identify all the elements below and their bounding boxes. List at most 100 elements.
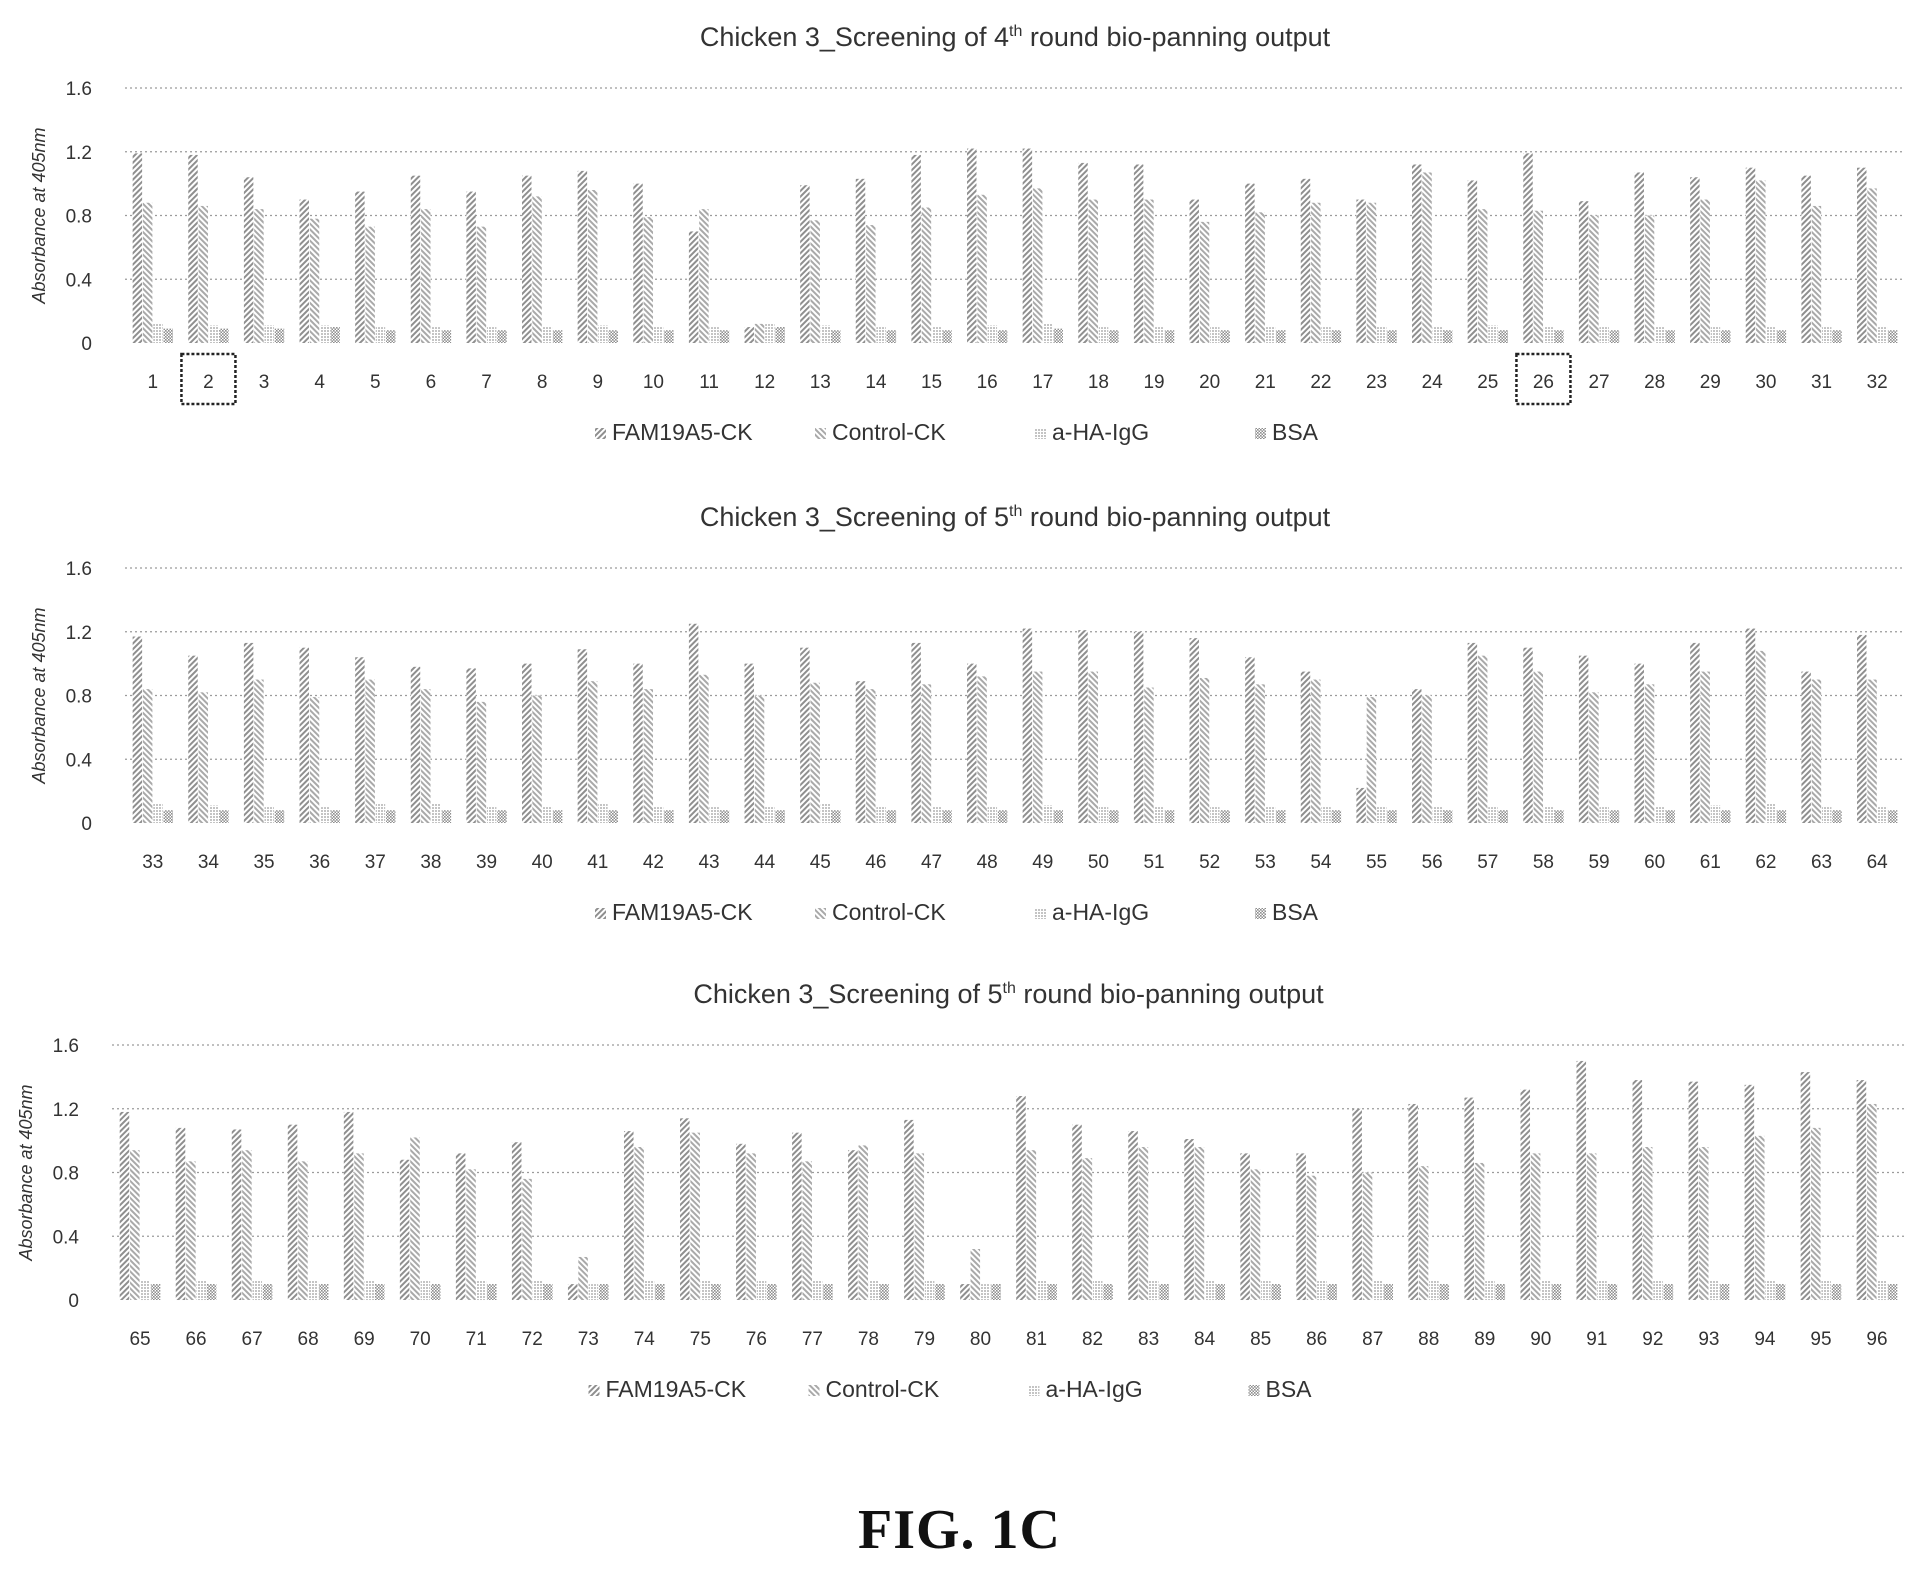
x-tick-label: 69: [354, 1329, 375, 1350]
bar-a-ha-igg-20: [1210, 327, 1220, 343]
bar-control-ck-78: [858, 1145, 869, 1300]
bar-control-ck-77: [802, 1161, 812, 1300]
x-tick-label: 26: [1533, 372, 1554, 393]
x-tick-label: 4: [314, 372, 325, 393]
bar-fam19a5-ck-5: [355, 191, 365, 343]
bar-fam19a5-ck-38: [410, 666, 421, 823]
bar-bsa-8: [552, 330, 563, 343]
bar-a-ha-igg-12: [765, 323, 775, 344]
y-axis-label: Absorbance at 405nm: [29, 607, 49, 784]
y-tick-label: 0.4: [66, 750, 93, 771]
x-tick-label: 44: [754, 852, 776, 873]
bar-bsa-17: [1053, 328, 1063, 343]
bar-fam19a5-ck-59: [1578, 655, 1589, 823]
x-tick-label: 74: [634, 1329, 656, 1350]
bar-control-ck-41: [587, 681, 598, 823]
bar-control-ck-30: [1756, 180, 1766, 343]
bar-fam19a5-ck-10: [633, 183, 643, 344]
bar-a-ha-igg-76: [756, 1280, 767, 1301]
y-tick-label: 1.2: [66, 143, 92, 164]
bar-a-ha-igg-27: [1599, 327, 1609, 343]
bar-a-ha-igg-38: [431, 803, 441, 824]
bar-bsa-59: [1609, 810, 1620, 823]
bar-fam19a5-ck-3: [243, 177, 254, 343]
bar-bsa-86: [1327, 1284, 1337, 1300]
bar-a-ha-igg-25: [1488, 325, 1498, 343]
bar-fam19a5-ck-8: [522, 175, 532, 343]
bar-a-ha-igg-28: [1655, 327, 1665, 343]
bar-a-ha-igg-15: [931, 327, 942, 343]
bar-fam19a5-ck-37: [355, 657, 365, 823]
bar-bsa-49: [1053, 810, 1063, 823]
bar-fam19a5-ck-42: [633, 663, 643, 824]
bar-fam19a5-ck-13: [800, 185, 810, 343]
bar-bsa-76: [767, 1284, 777, 1300]
x-tick-label: 21: [1255, 372, 1276, 393]
bar-control-ck-64: [1867, 679, 1877, 823]
bar-a-ha-igg-19: [1154, 327, 1164, 343]
bar-control-ck-6: [421, 209, 431, 343]
x-tick-label: 29: [1700, 372, 1721, 393]
x-tick-label: 13: [810, 372, 831, 393]
bar-a-ha-igg-16: [987, 325, 998, 343]
bar-control-ck-60: [1644, 684, 1655, 823]
legend-label-bsa: BSA: [1266, 1376, 1313, 1402]
bar-fam19a5-ck-64: [1857, 634, 1867, 823]
x-tick-label: 50: [1088, 852, 1109, 873]
bar-a-ha-igg-18: [1098, 327, 1109, 343]
bar-control-ck-73: [578, 1256, 588, 1300]
bar-control-ck-59: [1589, 692, 1599, 823]
bar-bsa-67: [262, 1284, 273, 1300]
bar-bsa-62: [1776, 810, 1787, 823]
bar-bsa-82: [1103, 1284, 1113, 1300]
bar-bsa-74: [655, 1284, 665, 1300]
bar-a-ha-igg-85: [1261, 1280, 1271, 1301]
highlight-box-2: [180, 352, 237, 406]
bar-a-ha-igg-90: [1541, 1280, 1551, 1301]
legend-label-a-ha-igg: a-HA-IgG: [1046, 1376, 1143, 1402]
legend-swatch-fam19a5-ck: [595, 908, 606, 919]
bar-a-ha-igg-61: [1710, 805, 1721, 823]
y-tick-label: 1.6: [66, 79, 92, 100]
bar-a-ha-igg-83: [1149, 1280, 1159, 1301]
bar-a-ha-igg-37: [375, 803, 386, 824]
bar-control-ck-52: [1199, 677, 1210, 823]
bar-fam19a5-ck-26: [1523, 153, 1533, 343]
bar-control-ck-17: [1032, 188, 1043, 343]
bar-control-ck-89: [1474, 1162, 1485, 1300]
bar-a-ha-igg-53: [1265, 807, 1276, 823]
bar-bsa-30: [1776, 330, 1787, 343]
bar-a-ha-igg-87: [1373, 1280, 1383, 1301]
bar-bsa-91: [1607, 1284, 1618, 1300]
bar-a-ha-igg-8: [542, 327, 553, 343]
bar-control-ck-48: [977, 676, 987, 824]
bar-a-ha-igg-84: [1205, 1280, 1215, 1301]
bar-bsa-71: [486, 1284, 497, 1300]
bar-control-ck-92: [1642, 1147, 1653, 1300]
x-tick-label: 37: [365, 852, 386, 873]
bar-control-ck-43: [699, 674, 709, 823]
bar-bsa-53: [1276, 810, 1286, 823]
bar-fam19a5-ck-58: [1523, 647, 1533, 823]
chart-title-rest: round bio-panning output: [1016, 979, 1324, 1009]
x-tick-label: 55: [1366, 852, 1387, 873]
x-tick-label: 23: [1366, 372, 1387, 393]
bar-bsa-75: [711, 1284, 721, 1300]
bar-bsa-64: [1887, 810, 1898, 823]
bar-a-ha-igg-80: [980, 1284, 991, 1300]
legend-label-control-ck: Control-CK: [832, 899, 946, 925]
x-tick-label: 22: [1310, 372, 1331, 393]
chart-title: Chicken 3_Screening of 4th round bio-pan…: [700, 22, 1331, 52]
bar-control-ck-38: [421, 689, 431, 824]
y-tick-label: 0.8: [66, 687, 92, 708]
x-tick-label: 81: [1026, 1329, 1047, 1350]
bar-bsa-27: [1609, 330, 1620, 343]
bar-a-ha-igg-46: [876, 807, 886, 823]
bar-bsa-83: [1159, 1284, 1169, 1300]
bar-fam19a5-ck-63: [1801, 671, 1811, 823]
bar-a-ha-igg-35: [264, 807, 274, 823]
chart-title-rest: round bio-panning output: [1022, 502, 1330, 532]
bar-bsa-88: [1439, 1284, 1450, 1300]
bar-fam19a5-ck-88: [1408, 1103, 1418, 1300]
bar-bsa-19: [1164, 330, 1175, 343]
